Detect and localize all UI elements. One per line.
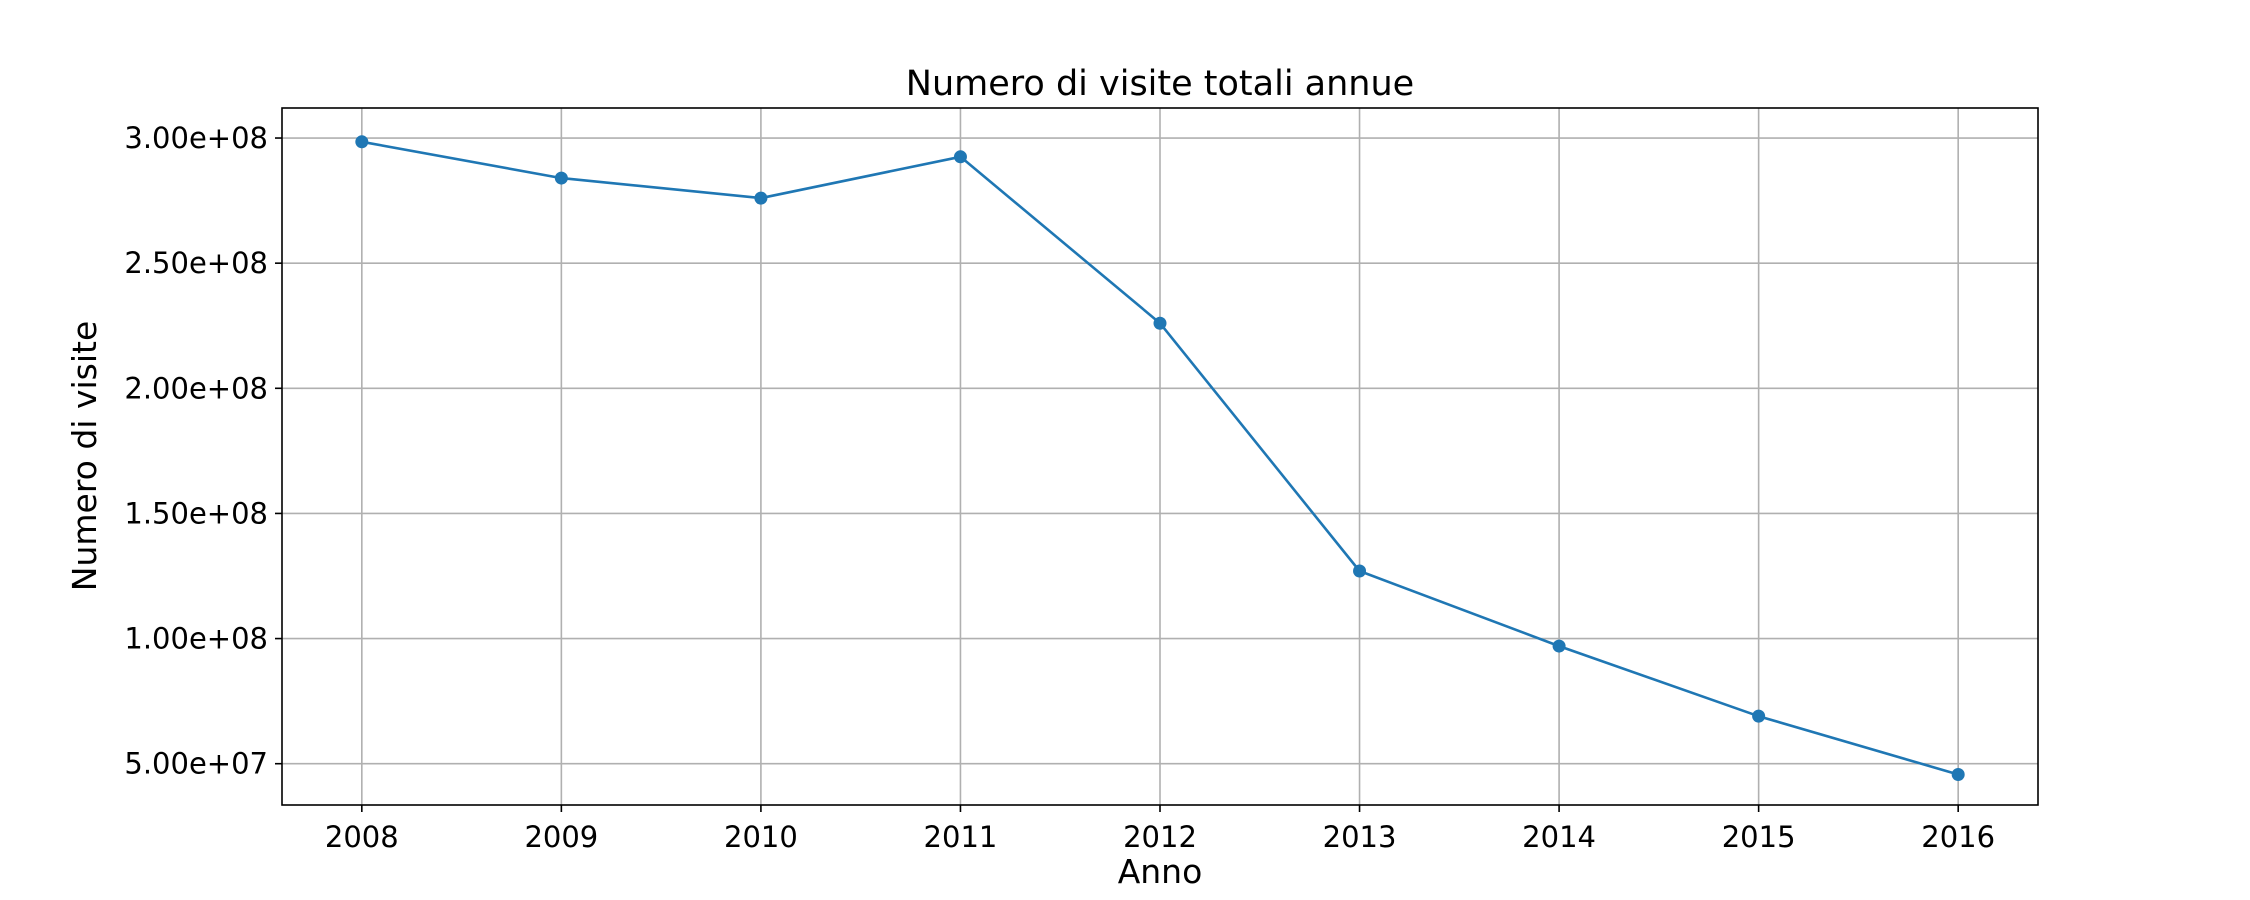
y-tick-label: 1.00e+08 xyxy=(124,622,268,656)
data-point xyxy=(754,191,768,205)
axis-ticks: 2008 2009 2010 2011 2012 2013 2014 2015 2016 5.00… xyxy=(124,121,1995,854)
data-point xyxy=(554,171,568,185)
y-tick-label: 2.50e+08 xyxy=(124,246,268,280)
chart-title: Numero di visite totali annue xyxy=(906,64,1414,104)
data-point xyxy=(1552,639,1566,653)
data-point xyxy=(355,135,369,149)
y-tick-label: 2.00e+08 xyxy=(124,371,268,405)
data-point xyxy=(1752,709,1766,723)
y-tick-label: 1.50e+08 xyxy=(124,496,268,530)
data-point xyxy=(1353,564,1367,578)
x-tick-label: 2008 xyxy=(325,820,399,854)
grid xyxy=(282,108,2038,805)
data-point xyxy=(953,150,967,164)
x-tick-label: 2011 xyxy=(924,820,998,854)
x-tick-label: 2013 xyxy=(1323,820,1397,854)
x-tick-label: 2014 xyxy=(1522,820,1596,854)
x-tick-label: 2012 xyxy=(1123,820,1197,854)
series-layer xyxy=(355,135,1965,781)
x-tick-label: 2015 xyxy=(1722,820,1796,854)
y-axis-label: Numero di visite xyxy=(65,321,104,591)
y-tick-label: 3.00e+08 xyxy=(124,121,268,155)
x-axis-label: Anno xyxy=(1118,852,1203,891)
x-tick-label: 2010 xyxy=(724,820,798,854)
x-tick-label: 2009 xyxy=(524,820,598,854)
x-tick-label: 2016 xyxy=(1921,820,1995,854)
y-tick-label: 5.00e+07 xyxy=(124,747,268,781)
data-point xyxy=(1153,316,1167,330)
data-point xyxy=(1951,767,1965,781)
